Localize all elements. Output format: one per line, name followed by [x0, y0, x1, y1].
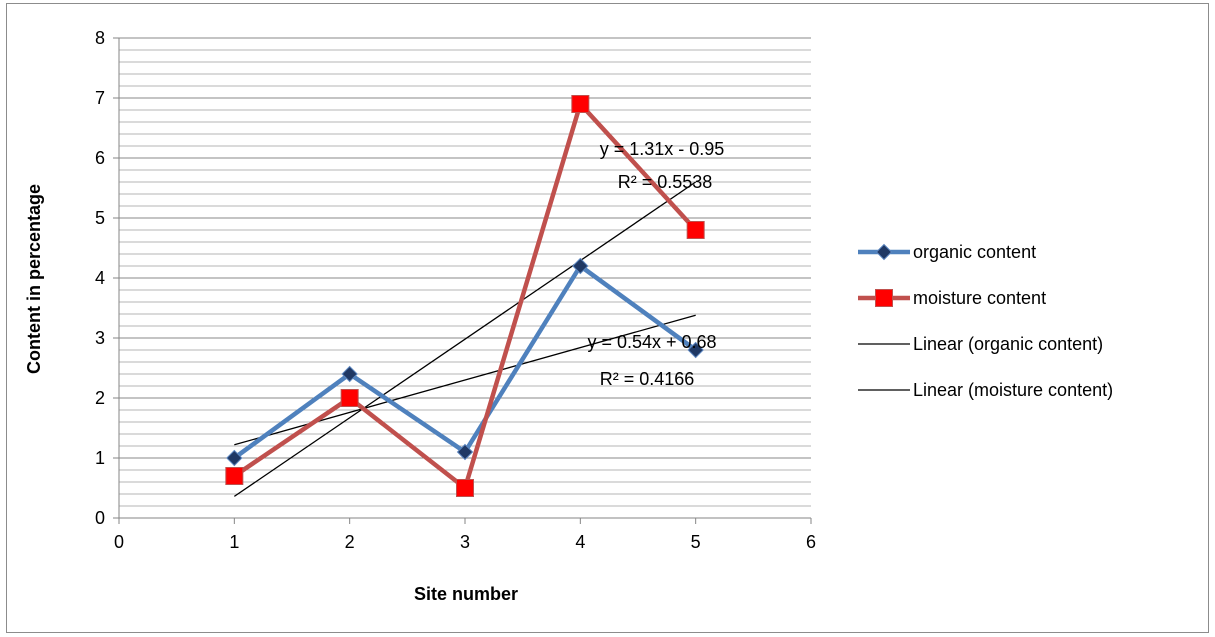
data-point-organic — [341, 365, 358, 383]
data-point-moisture — [456, 479, 474, 497]
data-point-moisture — [571, 95, 590, 113]
y-tick-label: 4 — [95, 268, 105, 288]
trendline-equation-moisture: y = 1.31x - 0.95 — [600, 139, 725, 159]
y-tick-label: 7 — [95, 88, 105, 108]
data-point-moisture — [225, 467, 244, 485]
data-series — [225, 95, 705, 497]
x-axis-title: Site number — [414, 584, 518, 604]
y-tick-label: 3 — [95, 328, 105, 348]
legend-label: organic content — [913, 242, 1036, 262]
gridlines — [119, 37, 811, 507]
legend-item: organic content — [858, 242, 1036, 262]
y-tick-label: 2 — [95, 388, 105, 408]
data-point-organic — [226, 449, 243, 467]
x-tick-label: 4 — [575, 532, 585, 552]
data-point-moisture — [686, 221, 705, 239]
data-point-organic — [572, 257, 589, 275]
y-tick-label: 8 — [95, 28, 105, 48]
x-tick-label: 2 — [345, 532, 355, 552]
legend-label: Linear (organic content) — [913, 334, 1103, 354]
trendline-r-squared-organic: R² = 0.4166 — [600, 369, 695, 389]
series-line-moisture — [233, 101, 698, 491]
legend-marker-diamond — [875, 243, 893, 261]
y-tick-label: 5 — [95, 208, 105, 228]
y-axis-title: Content in percentage — [24, 184, 44, 374]
trendline-moisture — [233, 181, 697, 497]
y-tick-label: 0 — [95, 508, 105, 528]
legend-item: Linear (moisture content) — [858, 380, 1113, 400]
legend: organic content moisture content Linear (o… — [858, 242, 1113, 400]
data-point-organic — [456, 443, 474, 461]
legend-marker-square — [875, 289, 893, 307]
chart-frame — [6, 3, 1209, 633]
x-tick-label: 5 — [691, 532, 701, 552]
trendline-r-squared-moisture: R² = 0.5538 — [618, 172, 713, 192]
legend-item: moisture content — [858, 288, 1046, 308]
x-tick-label: 6 — [806, 532, 816, 552]
y-tick-label: 6 — [95, 148, 105, 168]
x-tick-label: 3 — [460, 532, 470, 552]
legend-label: moisture content — [913, 288, 1046, 308]
axes — [113, 37, 812, 524]
trendline-equation-organic: y = 0.54x + 0.68 — [587, 332, 716, 352]
x-tick-label: 0 — [114, 532, 124, 552]
legend-item: Linear (organic content) — [858, 334, 1103, 354]
tick-labels: 0 1 2 3 4 5 6 7 8 0 1 2 3 4 5 6 — [95, 28, 816, 552]
data-point-organic — [687, 341, 704, 359]
y-tick-label: 1 — [95, 448, 105, 468]
data-point-moisture — [340, 389, 359, 407]
trendline-annotations: y = 0.54x + 0.68 R² = 0.4166 y = 1.31x - 0… — [587, 139, 724, 389]
legend-label: Linear (moisture content) — [913, 380, 1113, 400]
x-tick-label: 1 — [229, 532, 239, 552]
